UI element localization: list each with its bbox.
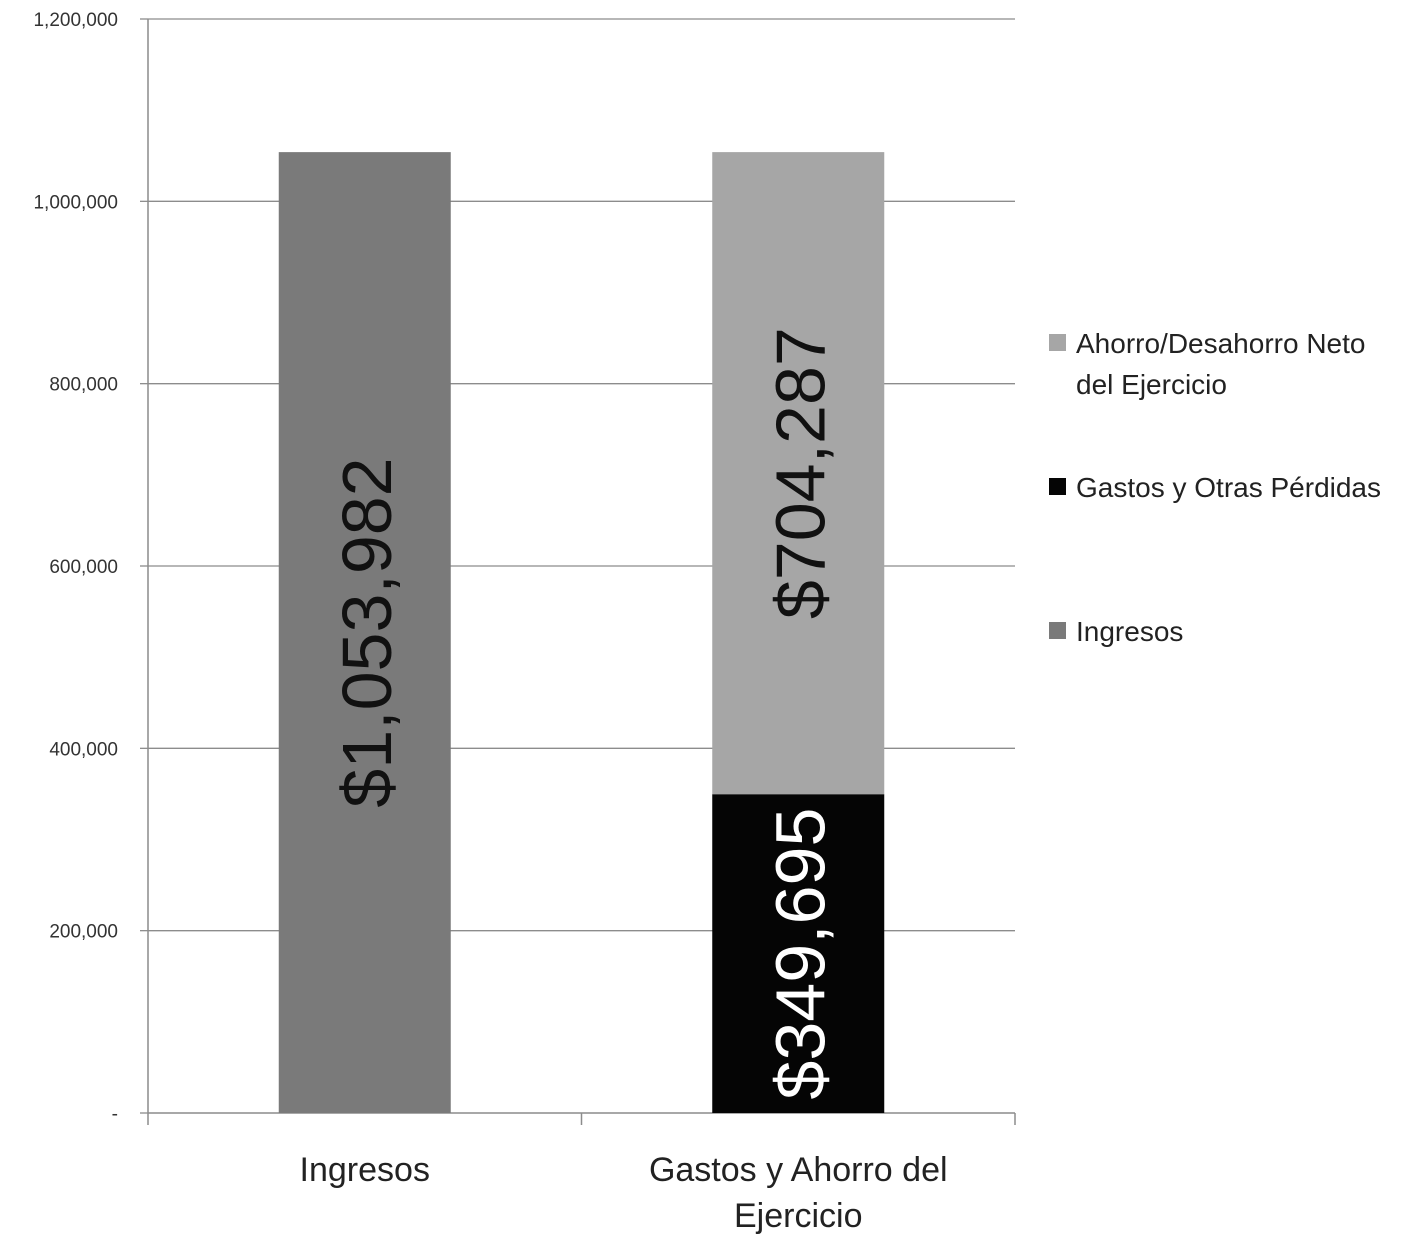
y-tick-label: - [112, 1104, 118, 1125]
legend-label: Ingresos [1076, 616, 1183, 647]
y-tick-label: 200,000 [49, 922, 118, 943]
gridlines [148, 18, 1015, 932]
legend-label: Ahorro/Desahorro Neto [1076, 328, 1365, 359]
legend-swatch [1049, 478, 1066, 495]
bar-gastos-y-otras-p-rdidas [712, 794, 885, 1113]
y-tick-label: 1,200,000 [33, 10, 118, 31]
data-labels: $1,053,982 $349,695 $704,287 [328, 327, 840, 1099]
data-label: $704,287 [761, 327, 839, 619]
data-label: $1,053,982 [328, 457, 406, 807]
legend: Ahorro/Desahorro Neto del Ejercicio Gastos… [1049, 328, 1381, 647]
x-category-label: Ejercicio [734, 1197, 862, 1235]
bar-ahorro-desahorro-neto-del-ejercicio [712, 152, 885, 795]
data-label: $349,695 [761, 808, 839, 1100]
y-tick-label: 1,000,000 [33, 192, 118, 213]
y-tick-label: 400,000 [49, 739, 118, 760]
bar-ingresos [278, 152, 451, 1113]
bars [278, 152, 885, 1113]
legend-label: Gastos y Otras Pérdidas [1076, 472, 1381, 503]
x-category-label: Ingresos [300, 1151, 430, 1189]
legend-label: del Ejercicio [1076, 369, 1227, 400]
legend-swatch [1049, 622, 1066, 639]
category-labels: Ingresos Gastos y Ahorro del Ejercicio [300, 1151, 948, 1235]
y-tick-label: 800,000 [49, 375, 118, 396]
x-category-label: Gastos y Ahorro del [649, 1151, 948, 1189]
y-tick-label: 600,000 [49, 557, 118, 578]
legend-swatch [1049, 334, 1066, 351]
